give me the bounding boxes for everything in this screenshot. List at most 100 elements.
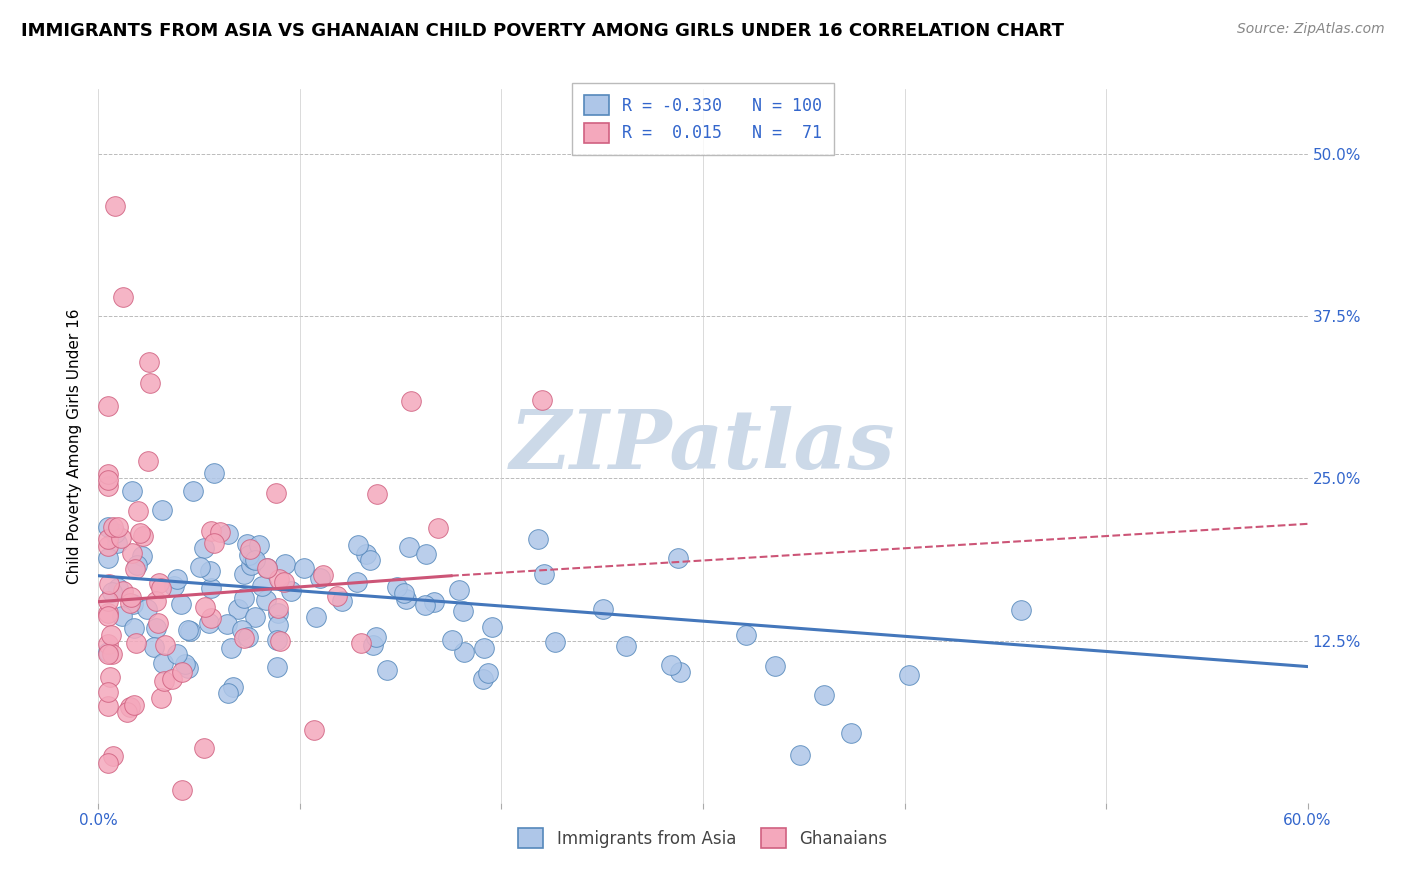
Point xyxy=(148,615,170,630)
Point xyxy=(453,644,475,658)
Point xyxy=(231,623,253,637)
Point xyxy=(97,550,120,565)
Point xyxy=(447,582,470,597)
Point xyxy=(897,668,920,682)
Point xyxy=(166,572,188,586)
Point xyxy=(239,542,262,557)
Point xyxy=(188,560,211,574)
Point xyxy=(193,541,215,556)
Point xyxy=(267,618,290,632)
Point xyxy=(415,547,437,561)
Point xyxy=(734,628,756,642)
Point xyxy=(200,524,222,538)
Point xyxy=(122,698,145,712)
Point xyxy=(219,641,242,656)
Point xyxy=(309,571,332,585)
Point xyxy=(254,593,277,607)
Point xyxy=(266,606,288,620)
Point xyxy=(152,657,174,671)
Point xyxy=(103,199,125,213)
Point xyxy=(592,602,614,616)
Point xyxy=(423,594,446,608)
Point xyxy=(217,527,239,541)
Point xyxy=(127,504,149,518)
Point xyxy=(392,586,415,600)
Point xyxy=(100,628,122,642)
Point xyxy=(170,665,193,680)
Point xyxy=(101,648,124,662)
Point xyxy=(100,584,122,599)
Point xyxy=(97,540,120,554)
Point xyxy=(97,606,120,620)
Point xyxy=(135,601,157,615)
Point xyxy=(208,525,231,540)
Point xyxy=(245,610,267,624)
Point xyxy=(97,594,120,608)
Legend: Immigrants from Asia, Ghanaians: Immigrants from Asia, Ghanaians xyxy=(512,822,894,855)
Point xyxy=(533,567,555,582)
Point xyxy=(160,672,183,686)
Point xyxy=(472,672,495,686)
Point xyxy=(395,591,418,606)
Point xyxy=(247,538,270,552)
Point xyxy=(163,579,186,593)
Point xyxy=(104,525,127,540)
Point xyxy=(242,551,264,566)
Point xyxy=(110,531,132,545)
Point xyxy=(359,553,381,567)
Point xyxy=(101,520,124,534)
Point xyxy=(111,584,134,599)
Point xyxy=(97,577,120,591)
Point xyxy=(366,630,388,644)
Point xyxy=(202,466,225,480)
Point xyxy=(97,520,120,534)
Point xyxy=(269,634,291,648)
Point xyxy=(125,636,148,650)
Point xyxy=(236,537,259,551)
Point xyxy=(193,740,215,755)
Point xyxy=(292,561,315,575)
Text: Source: ZipAtlas.com: Source: ZipAtlas.com xyxy=(1237,22,1385,37)
Point xyxy=(273,574,295,589)
Point xyxy=(105,536,128,550)
Point xyxy=(97,756,120,771)
Point xyxy=(145,594,167,608)
Point xyxy=(763,659,786,673)
Point xyxy=(398,540,420,554)
Point xyxy=(477,665,499,680)
Point xyxy=(181,483,204,498)
Point xyxy=(200,582,222,596)
Point xyxy=(115,705,138,719)
Point xyxy=(120,596,142,610)
Point xyxy=(264,485,287,500)
Point xyxy=(222,681,245,695)
Point xyxy=(177,623,200,637)
Point xyxy=(197,615,219,630)
Point xyxy=(243,553,266,567)
Point xyxy=(200,564,222,578)
Point xyxy=(375,663,398,677)
Point xyxy=(97,699,120,714)
Point xyxy=(312,567,335,582)
Point xyxy=(451,604,474,618)
Point xyxy=(267,601,290,615)
Point xyxy=(97,400,120,414)
Point xyxy=(226,601,249,615)
Point xyxy=(239,558,262,573)
Point xyxy=(1010,603,1032,617)
Point xyxy=(111,290,134,304)
Point xyxy=(441,632,464,647)
Point xyxy=(97,467,120,482)
Y-axis label: Child Poverty Among Girls Under 16: Child Poverty Among Girls Under 16 xyxy=(67,309,83,583)
Point xyxy=(145,621,167,635)
Point xyxy=(153,639,176,653)
Point xyxy=(97,637,120,651)
Point xyxy=(366,487,388,501)
Point xyxy=(413,598,436,612)
Point xyxy=(204,536,226,550)
Point xyxy=(149,581,172,595)
Point xyxy=(363,638,385,652)
Point xyxy=(179,624,201,638)
Point xyxy=(142,640,165,654)
Point xyxy=(543,635,565,649)
